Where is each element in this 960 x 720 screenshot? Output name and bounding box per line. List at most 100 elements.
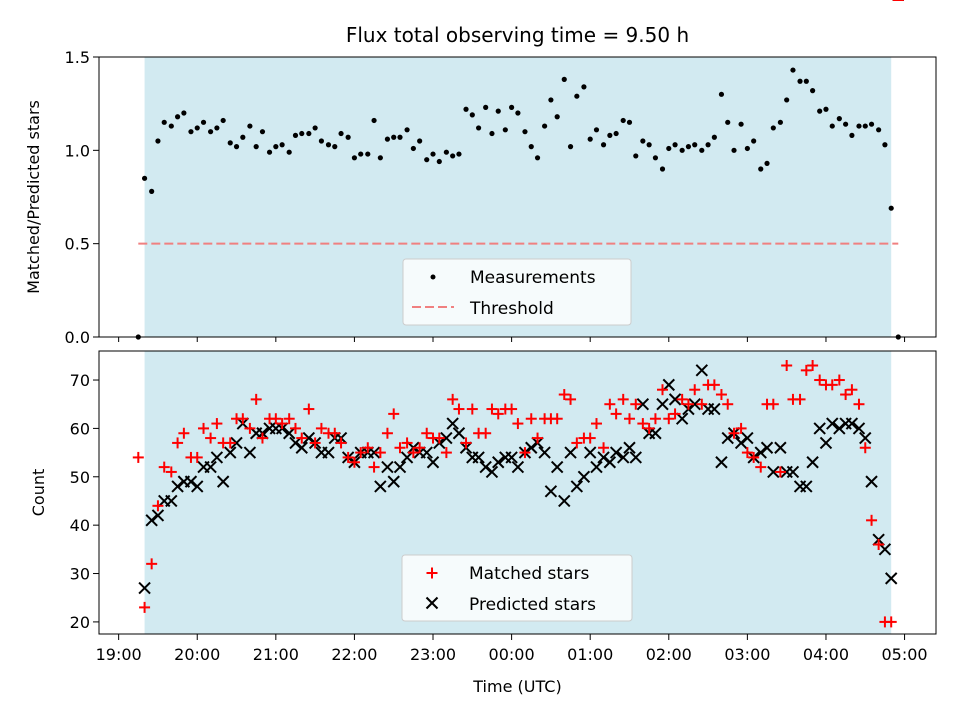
measurement-point bbox=[554, 114, 560, 120]
measurement-point bbox=[640, 138, 646, 144]
matched-star-point bbox=[355, 447, 367, 459]
predicted-star-point bbox=[845, 417, 859, 430]
matched-star-point bbox=[191, 451, 203, 463]
chart-title: Flux total observing time = 9.50 h bbox=[346, 23, 689, 47]
measurement-point bbox=[181, 110, 187, 116]
predicted-star-point bbox=[505, 451, 518, 464]
matched-star-point bbox=[794, 393, 806, 405]
measurement-point bbox=[548, 97, 554, 103]
x-tick-label: 01:00 bbox=[567, 645, 613, 664]
matched-star-point bbox=[335, 437, 347, 449]
predicted-star-point bbox=[282, 427, 296, 440]
x-tick-label: 05:00 bbox=[882, 645, 928, 664]
measurement-point bbox=[509, 104, 515, 110]
measurement-point bbox=[692, 142, 698, 148]
matched-star-point bbox=[512, 418, 524, 430]
matched-star-points bbox=[132, 0, 904, 628]
measurement-point bbox=[764, 160, 770, 166]
matched-star-point bbox=[781, 360, 793, 372]
measurement-point bbox=[391, 134, 397, 140]
measurement-point bbox=[646, 142, 652, 148]
measurement-point bbox=[266, 149, 273, 155]
predicted-star-point bbox=[786, 465, 800, 479]
predicted-star-point bbox=[558, 494, 571, 508]
measurement-point bbox=[515, 110, 521, 116]
matched-star-point bbox=[826, 379, 838, 391]
matched-star-point bbox=[853, 398, 865, 410]
matched-star-point bbox=[276, 418, 288, 430]
matched-star-point bbox=[643, 422, 655, 434]
measurement-point bbox=[679, 147, 685, 153]
measurement-point bbox=[581, 84, 587, 90]
measurement-point bbox=[443, 149, 449, 155]
measurement-point bbox=[220, 117, 226, 124]
matched-star-point bbox=[623, 413, 635, 425]
matched-star-point bbox=[421, 427, 433, 439]
x-tick-label: 23:00 bbox=[410, 645, 456, 664]
measurement-point bbox=[377, 155, 383, 161]
predicted-star-point bbox=[636, 398, 650, 411]
y-tick-label: 1.5 bbox=[65, 48, 90, 67]
y-tick-label: 1.0 bbox=[65, 141, 90, 160]
predicted-star-point bbox=[734, 436, 748, 450]
measurement-point bbox=[711, 134, 717, 140]
matched-star-point bbox=[741, 447, 753, 459]
legend-predicted-marker bbox=[425, 596, 439, 610]
predicted-star-point bbox=[577, 470, 591, 483]
matched-star-point bbox=[525, 413, 537, 425]
measurement-point bbox=[495, 108, 501, 114]
predicted-star-point bbox=[452, 427, 466, 440]
matched-star-point bbox=[565, 393, 577, 405]
predicted-star-point bbox=[210, 451, 224, 464]
predicted-star-point bbox=[819, 436, 833, 450]
matched-star-point bbox=[132, 451, 144, 463]
measurement-point bbox=[410, 145, 416, 152]
matched-star-point bbox=[637, 418, 649, 430]
matched-star-point bbox=[728, 427, 740, 439]
measurement-point bbox=[803, 78, 809, 84]
matched-star-point bbox=[492, 408, 504, 420]
predicted-star-point bbox=[446, 417, 459, 430]
x-tick-label: 04:00 bbox=[803, 645, 849, 664]
measurement-point bbox=[784, 97, 790, 103]
measurement-point bbox=[463, 106, 469, 112]
measurement-point bbox=[371, 117, 377, 124]
x-tick-label: 22:00 bbox=[331, 645, 377, 664]
measurement-point bbox=[306, 130, 312, 137]
time-x-axis-label: Time (UTC) bbox=[472, 677, 561, 696]
matched-star-point bbox=[519, 447, 531, 459]
measurement-point bbox=[751, 138, 757, 144]
measurement-point bbox=[188, 129, 194, 135]
matched-star-point bbox=[158, 461, 170, 473]
predicted-star-point bbox=[393, 460, 407, 474]
predicted-star-point bbox=[204, 460, 217, 474]
predicted-star-point bbox=[243, 446, 257, 459]
predicted-star-point bbox=[695, 364, 709, 377]
matched-star-point bbox=[506, 403, 518, 415]
measurement-point bbox=[397, 134, 403, 140]
matched-star-point bbox=[388, 408, 400, 420]
matched-star-point bbox=[453, 403, 465, 415]
predicted-star-point bbox=[741, 431, 754, 445]
measurement-point bbox=[725, 119, 731, 125]
matched-star-point bbox=[205, 432, 217, 444]
matched-star-point bbox=[178, 427, 190, 439]
matched-star-point bbox=[551, 413, 563, 425]
matched-star-point bbox=[368, 461, 380, 473]
predicted-star-point bbox=[374, 480, 387, 493]
ratio-y-axis-label: Matched/Predicted stars bbox=[24, 100, 43, 294]
y-tick-label: 70 bbox=[70, 371, 90, 390]
predicted-star-point bbox=[322, 446, 335, 459]
measurement-point bbox=[836, 116, 842, 122]
measurement-point bbox=[273, 144, 279, 150]
measurement-point bbox=[542, 123, 548, 129]
predicted-star-point bbox=[224, 446, 237, 459]
count-y-axis-label: Count bbox=[29, 469, 48, 517]
measurement-point bbox=[351, 155, 358, 161]
measurement-point bbox=[456, 151, 462, 157]
predicted-star-point bbox=[544, 485, 558, 498]
matched-star-point bbox=[866, 514, 878, 526]
predicted-star-point bbox=[826, 417, 839, 430]
predicted-star-point bbox=[675, 412, 689, 425]
